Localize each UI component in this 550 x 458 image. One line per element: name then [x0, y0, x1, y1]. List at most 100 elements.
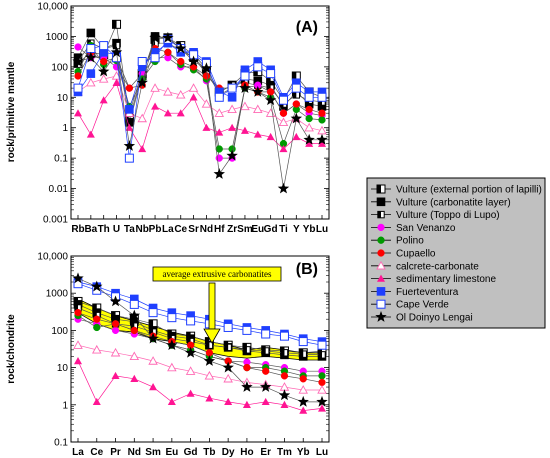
legend-box: [366, 177, 546, 329]
y-tick-label: 0.1: [54, 154, 68, 165]
data-point: [136, 76, 148, 88]
legend-marker: [376, 197, 386, 207]
x-tick-label: Th: [98, 224, 110, 235]
data-point: [162, 31, 174, 43]
legend-label: calcrete-carbonate: [396, 261, 479, 272]
data-point: [205, 341, 214, 349]
data-point: [188, 83, 199, 92]
legend-item: Vulture (Toppo di Lupo): [371, 210, 500, 221]
y-tick-label: 0.1: [54, 438, 68, 449]
legend-label: Polino: [396, 236, 424, 247]
data-point: [74, 72, 82, 80]
data-point: [184, 346, 197, 358]
panel-b: (B) rock/chondrite 0.1 1 10 100 1000 10,000 L…: [6, 252, 330, 458]
data-point: [303, 133, 315, 145]
data-point: [299, 350, 307, 358]
y-tick-label: 10: [57, 93, 69, 104]
data-point: [317, 340, 327, 350]
x-tick-label: Ce: [174, 224, 187, 235]
y-tick-label: 1: [62, 123, 68, 134]
legend-label: Cape Verde: [396, 300, 449, 311]
data-point: [261, 347, 270, 355]
data-point: [130, 326, 138, 335]
data-point: [111, 320, 120, 328]
legend-item: San Venanzo: [371, 223, 456, 234]
data-point: [124, 153, 134, 163]
x-tick-label: Hf: [214, 224, 225, 235]
data-point: [86, 28, 96, 38]
data-point: [125, 105, 134, 114]
data-point: [148, 356, 158, 365]
panel-a-ylabel: rock/primitive mantle: [6, 61, 17, 162]
x-tick-label: La: [72, 447, 84, 458]
data-point: [205, 394, 214, 402]
data-point: [214, 108, 225, 117]
data-point: [129, 351, 140, 361]
data-point: [243, 346, 251, 354]
data-point: [91, 280, 103, 292]
data-point: [128, 309, 141, 321]
x-tick-label: Yb: [297, 447, 310, 458]
legend: Vulture (external portion of lapilli)Vul…: [366, 177, 546, 329]
data-point: [109, 295, 122, 307]
data-point: [204, 370, 215, 380]
legend-label: Vulture (external portion of lapilli): [396, 185, 542, 196]
data-point: [242, 400, 251, 408]
data-point: [292, 132, 301, 141]
x-tick-label: Ho: [240, 447, 253, 458]
data-point: [227, 92, 237, 102]
panel-b-yticks: 0.1 1 10 100 1000 10,000: [37, 252, 329, 449]
x-tick-label: Eu: [251, 224, 264, 235]
data-point: [297, 395, 309, 407]
data-point: [73, 340, 83, 349]
data-point: [317, 92, 327, 102]
series-ol-doinyo-lengai: [72, 31, 328, 194]
data-point: [150, 83, 160, 92]
data-point: [292, 100, 300, 108]
series-line: [77, 360, 323, 411]
x-tick-label: Pb: [149, 224, 162, 235]
data-point: [261, 397, 270, 406]
legend-item: Cape Verde: [371, 299, 449, 311]
data-point: [74, 109, 82, 117]
data-point: [92, 397, 101, 406]
data-point: [305, 139, 314, 147]
annotation-arrow: [203, 282, 221, 344]
data-point: [151, 102, 160, 110]
data-point: [93, 323, 101, 332]
data-point: [111, 371, 120, 380]
legend-marker: [376, 260, 386, 270]
x-tick-label: Ba: [84, 224, 97, 235]
series-line: [77, 42, 322, 111]
legend-item: Vulture (carbonatite layer): [371, 197, 511, 208]
data-point: [290, 112, 303, 124]
x-tick-label: Ta: [124, 224, 135, 235]
legend-label: Fuerteventura: [396, 287, 459, 298]
data-point: [112, 78, 121, 86]
legend-label: San Venanzo: [396, 223, 456, 234]
data-point: [86, 130, 95, 138]
data-point: [215, 145, 223, 153]
legend-marker: [375, 311, 387, 322]
data-point: [99, 96, 108, 104]
data-point: [147, 332, 159, 344]
y-tick-label: 0.001: [43, 215, 68, 226]
data-point: [242, 325, 252, 335]
data-point: [123, 140, 136, 151]
data-point: [298, 385, 308, 394]
data-point: [167, 397, 176, 406]
data-point: [138, 144, 147, 153]
annotation-box: [152, 266, 282, 282]
legend-item: Ol Doinyo Lengai: [371, 311, 473, 324]
legend-label: sedimentary limestone: [396, 274, 496, 285]
legend-label: Cupaello: [396, 249, 436, 260]
data-point: [110, 46, 123, 58]
data-point: [291, 83, 301, 93]
legend-marker: [377, 223, 385, 232]
panel-b-xticks: La Ce Pr Nd Sm Eu Gd Tb Dy Ho Er Tm Yb Lu: [72, 438, 328, 458]
data-point: [299, 375, 307, 383]
data-point: [74, 357, 82, 365]
x-tick-label: Rb: [71, 224, 84, 235]
data-point: [304, 92, 314, 102]
